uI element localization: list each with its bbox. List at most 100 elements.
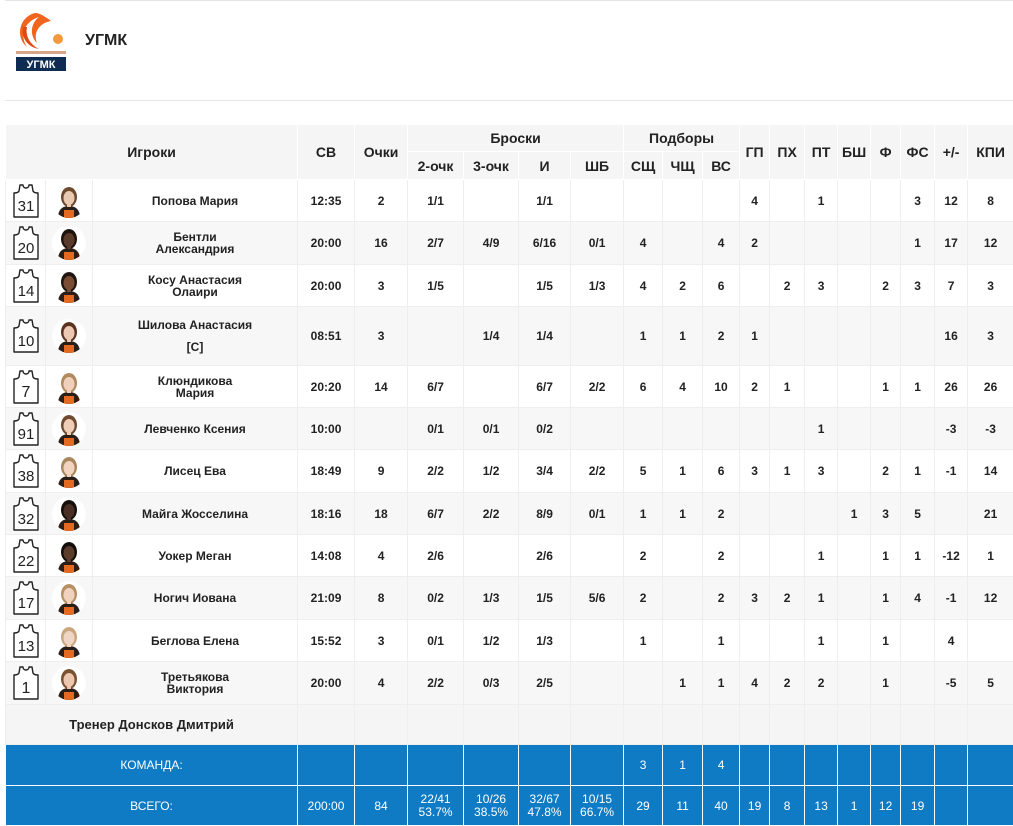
avatar-cell [46,535,93,577]
player-name[interactable]: Шилова Анастасия[C] [93,307,298,366]
two-pt-cell: 6/7 [408,493,464,535]
off-rebounds-cell: 1 [663,662,703,705]
total-rebounds-cell: 6 [703,450,740,493]
points-cell: 3 [355,307,408,366]
off-rebounds-cell [663,180,703,222]
player-name[interactable]: Левченко Ксения [93,408,298,450]
player-name[interactable]: Ногич Иована [93,577,298,620]
avatar-cell [46,180,93,222]
player-name[interactable]: Лисец Ева [93,450,298,493]
def-rebounds-cell [624,662,663,705]
field-goals-cell: 6/16 [519,222,571,265]
blocks-cell [838,180,871,222]
three-pt-cell: 0/3 [464,662,519,705]
jersey-number: 38 [17,468,34,485]
steals-cell [805,307,838,366]
box-score-table: Игроки СВ Очки Броски Подборы ГП ПХ ПТ Б… [5,124,1013,826]
avatar-cell [46,366,93,408]
two-pt-cell: 0/1 [408,620,464,662]
total-pfd: 19 [901,786,935,826]
turnovers-cell [770,307,805,366]
plus-minus-cell: -1 [935,450,968,493]
efficiency-cell: 12 [968,222,1013,265]
jersey-cell: 10 [6,307,46,366]
off-rebounds-cell [663,577,703,620]
three-pt-cell [464,535,519,577]
def-rebounds-cell: 1 [624,307,663,366]
two-pt-cell: 2/2 [408,662,464,705]
fouls-drawn-cell: 4 [901,577,935,620]
player-name-line: Майга Жосселина [93,508,297,520]
free-throws-cell [571,408,624,450]
efficiency-cell: 3 [968,307,1013,366]
jersey-icon: 20 [13,226,39,260]
three-pt-header: 3-очк [464,152,519,180]
jersey-number: 14 [17,283,34,300]
player-name[interactable]: Уокер Меган [93,535,298,577]
total-min: 200:00 [298,786,355,826]
assists-header: ГП [740,125,770,180]
three-pt-cell: 1/4 [464,307,519,366]
fouls-cell: 1 [871,662,901,705]
two-pt-cell: 1/1 [408,180,464,222]
avatar-cell [46,662,93,705]
free-throws-cell [571,620,624,662]
avatar-cell [46,450,93,493]
blocks-cell [838,662,871,705]
free-throws-cell: 0/1 [571,222,624,265]
field-goals-cell: 8/9 [519,493,571,535]
field-goals-cell: 3/4 [519,450,571,493]
def-rebounds-header: СЩ [624,152,663,180]
turnovers-cell: 2 [770,662,805,705]
minutes-cell: 08:51 [298,307,355,366]
blocks-header: БШ [838,125,871,180]
turnovers-cell [770,180,805,222]
total-pts: 84 [355,786,408,826]
turnovers-cell [770,222,805,265]
player-name[interactable]: Попова Мария [93,180,298,222]
jersey-icon: 22 [13,539,39,573]
avatar-cell [46,493,93,535]
off-rebounds-cell: 2 [663,265,703,307]
free-throws-cell [571,535,624,577]
jersey-cell: 31 [6,180,46,222]
assists-cell: 2 [740,366,770,408]
jersey-icon: 1 [13,666,39,700]
off-rebounds-cell [663,620,703,662]
player-name[interactable]: Майга Жосселина [93,493,298,535]
player-name-line: Олаири [93,286,297,298]
player-name[interactable]: Беглова Елена [93,620,298,662]
total-pf: 12 [871,786,901,826]
points-cell: 18 [355,493,408,535]
turnovers-header: ПХ [770,125,805,180]
avatar-cell [46,577,93,620]
steals-cell: 1 [805,408,838,450]
two-pt-cell: 2/6 [408,535,464,577]
turnovers-cell [770,493,805,535]
steals-cell [805,493,838,535]
def-rebounds-cell: 1 [624,493,663,535]
total-rebounds-cell: 1 [703,620,740,662]
turnovers-cell [770,620,805,662]
fouls-drawn-cell [901,662,935,705]
points-cell: 4 [355,535,408,577]
jersey-icon: 7 [13,370,39,404]
total-rebounds-cell: 2 [703,577,740,620]
free-throws-cell: 5/6 [571,577,624,620]
player-name-line: Беглова Елена [93,635,297,647]
points-cell: 2 [355,180,408,222]
points-cell: 3 [355,620,408,662]
three-pt-cell: 1/2 [464,450,519,493]
player-avatar [52,624,86,658]
jersey-cell: 1 [6,662,46,705]
fouls-drawn-header: ФС [901,125,935,180]
player-avatar [52,269,86,303]
field-goals-cell: 1/3 [519,620,571,662]
